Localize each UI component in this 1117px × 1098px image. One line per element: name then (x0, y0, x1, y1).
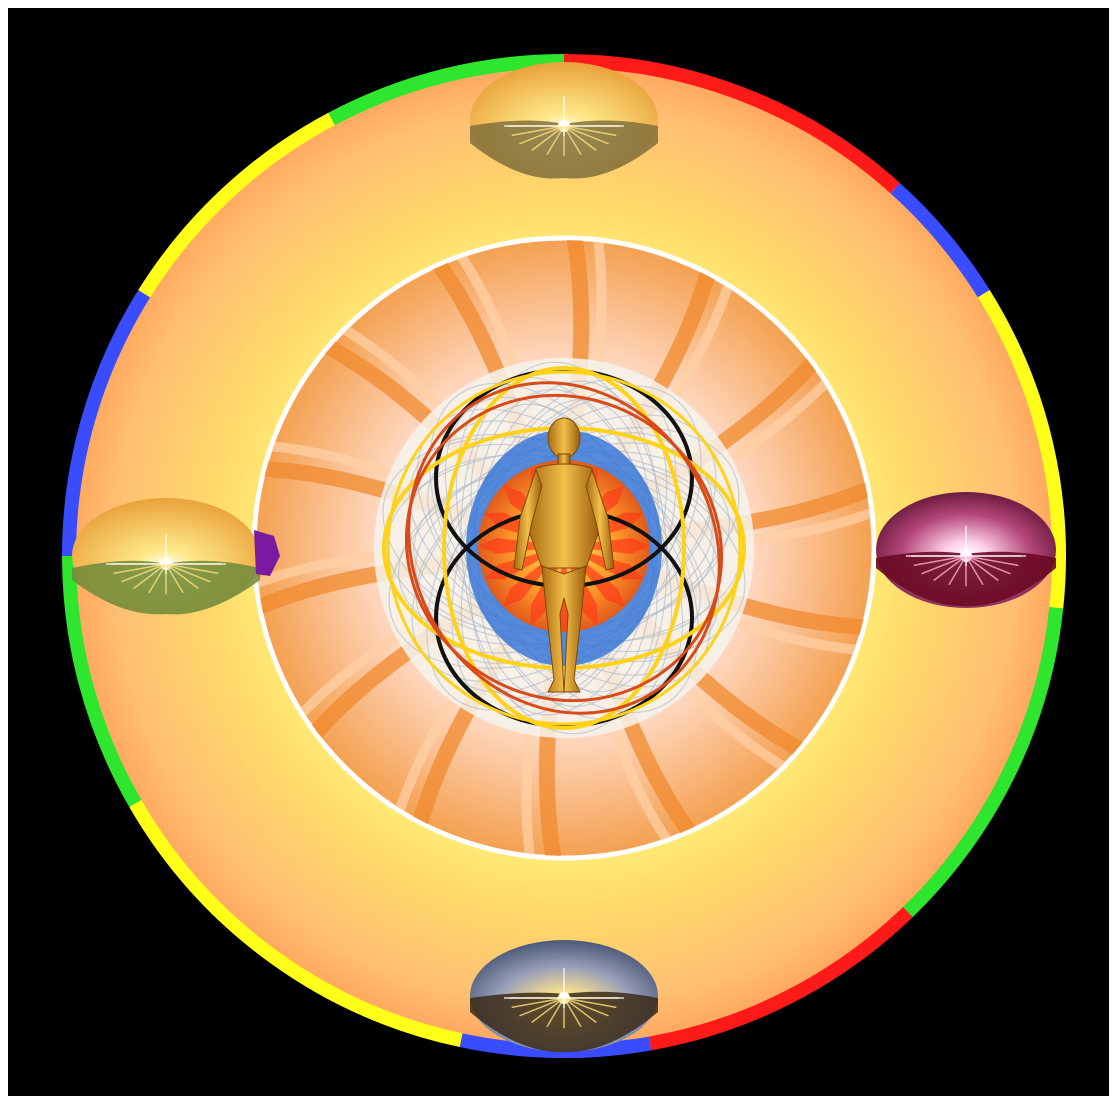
mandala-artwork (8, 8, 1109, 1096)
sunset-bottom (470, 940, 658, 1052)
sunset-right (876, 492, 1056, 608)
sunset-top (470, 62, 658, 179)
artwork-canvas (8, 8, 1109, 1096)
